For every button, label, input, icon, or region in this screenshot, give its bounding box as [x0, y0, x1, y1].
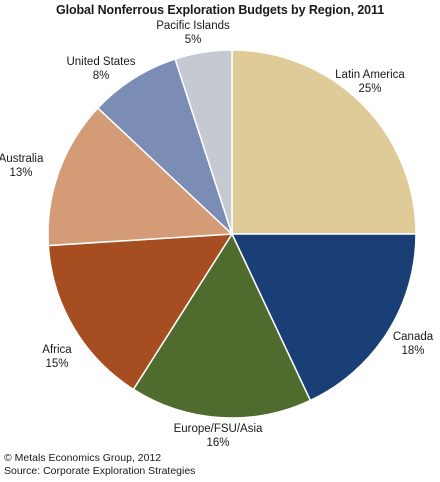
- slice-percent-canada: 18%: [401, 345, 424, 357]
- slice-label-canada: Canada: [393, 331, 434, 343]
- slice-percent-africa: 15%: [45, 358, 68, 370]
- slice-label-united-states: United States: [66, 56, 135, 68]
- slice-percent-united-states: 8%: [93, 70, 110, 82]
- pie-slice-europe-fsu-asia: [132, 232, 312, 419]
- slice-percent-pacific-islands: 5%: [185, 34, 202, 46]
- slice-label-europe-fsu-asia: Europe/FSU/Asia: [174, 423, 263, 435]
- slice-label-australia: Australia: [0, 153, 44, 165]
- pie-slice-latin-america: [231, 49, 417, 235]
- source-note: Source: Corporate Exploration Strategies: [4, 465, 196, 477]
- pie-slice-united-states: [96, 58, 233, 235]
- slice-label-latin-america: Latin America: [335, 69, 405, 81]
- pie-slice-canada: [230, 233, 417, 402]
- slice-percent-europe-fsu-asia: 16%: [206, 437, 229, 449]
- slice-percent-australia: 13%: [9, 167, 32, 179]
- pie-slice-pacific-islands: [174, 49, 233, 235]
- copyright-note: © Metals Economics Group, 2012: [4, 452, 162, 464]
- slice-percent-latin-america: 25%: [358, 83, 381, 95]
- chart-title: Global Nonferrous Exploration Budgets by…: [55, 3, 385, 17]
- pie-slice-africa: [47, 233, 234, 391]
- chart-footer: © Metals Economics Group, 2012 Source: C…: [4, 452, 195, 478]
- pie-slice-australia: [47, 106, 234, 247]
- slice-label-pacific-islands: Pacific Islands: [156, 20, 230, 32]
- slice-label-africa: Africa: [42, 344, 72, 356]
